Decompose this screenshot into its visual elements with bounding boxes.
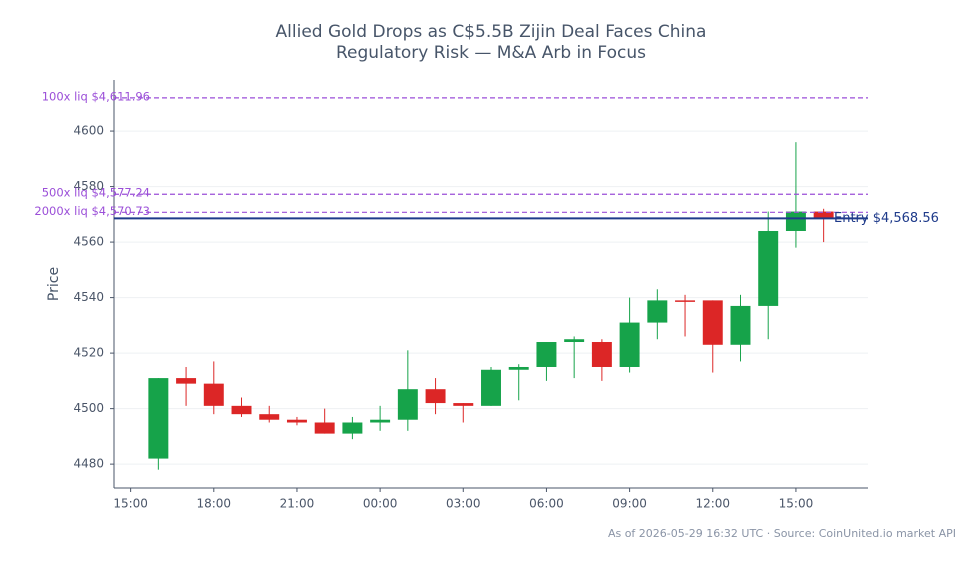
x-tick-label: 03:00 bbox=[446, 497, 481, 511]
candle-body bbox=[453, 403, 474, 406]
x-tick-label: 18:00 bbox=[196, 497, 231, 511]
candle-body bbox=[370, 419, 391, 423]
candle-body bbox=[148, 378, 169, 459]
chart-title: Regulatory Risk — M&A Arb in Focus bbox=[336, 43, 646, 63]
y-tick-label: 4580 bbox=[73, 179, 104, 193]
candle-body bbox=[730, 305, 751, 345]
y-tick-label: 4520 bbox=[73, 346, 104, 360]
x-tick-label: 15:00 bbox=[113, 497, 148, 511]
candle-body bbox=[425, 389, 446, 404]
candle-body bbox=[481, 369, 501, 406]
x-tick-label: 06:00 bbox=[529, 497, 564, 511]
x-tick-label: 15:00 bbox=[779, 497, 814, 511]
candle-body bbox=[702, 300, 723, 345]
reference-label: 2000x liq $4,570.73 bbox=[34, 204, 150, 218]
chart-title: Allied Gold Drops as C$5.5B Zijin Deal F… bbox=[276, 22, 707, 42]
candle-body bbox=[758, 230, 779, 306]
candle-body bbox=[785, 211, 806, 231]
footer: As of 2026-05-29 16:32 UTC · Source: Coi… bbox=[608, 527, 956, 540]
candle-body bbox=[591, 342, 612, 367]
reference-label: 100x liq $4,611.96 bbox=[42, 89, 150, 103]
x-tick-label: 21:00 bbox=[280, 497, 315, 511]
candle-body bbox=[231, 405, 252, 415]
candle-body bbox=[203, 383, 224, 406]
candle-body bbox=[813, 211, 834, 219]
candle-body bbox=[508, 366, 529, 370]
x-tick-label: 12:00 bbox=[695, 497, 730, 511]
candle-body bbox=[647, 300, 668, 323]
reference-label: Entry $4,568.56 bbox=[834, 211, 939, 226]
x-tick-label: 00:00 bbox=[363, 497, 398, 511]
y-axis-label: Price bbox=[46, 267, 62, 301]
y-tick-label: 4560 bbox=[73, 235, 104, 249]
y-tick-label: 4480 bbox=[73, 457, 104, 471]
y-tick-label: 4600 bbox=[73, 124, 104, 138]
y-tick-label: 4540 bbox=[73, 290, 104, 304]
candle-body bbox=[564, 339, 585, 343]
x-tick-label: 09:00 bbox=[612, 497, 647, 511]
candle-body bbox=[397, 389, 418, 420]
candle-body bbox=[286, 419, 307, 423]
candle-body bbox=[176, 378, 197, 384]
reference-label: 500x liq $4,577.24 bbox=[42, 186, 150, 200]
y-tick-label: 4500 bbox=[73, 401, 104, 415]
candle-body bbox=[675, 300, 696, 302]
candle-body bbox=[619, 322, 640, 367]
candle-body bbox=[536, 342, 557, 367]
candle-body bbox=[259, 414, 280, 420]
candle-body bbox=[342, 422, 363, 434]
candle-body bbox=[314, 422, 335, 434]
